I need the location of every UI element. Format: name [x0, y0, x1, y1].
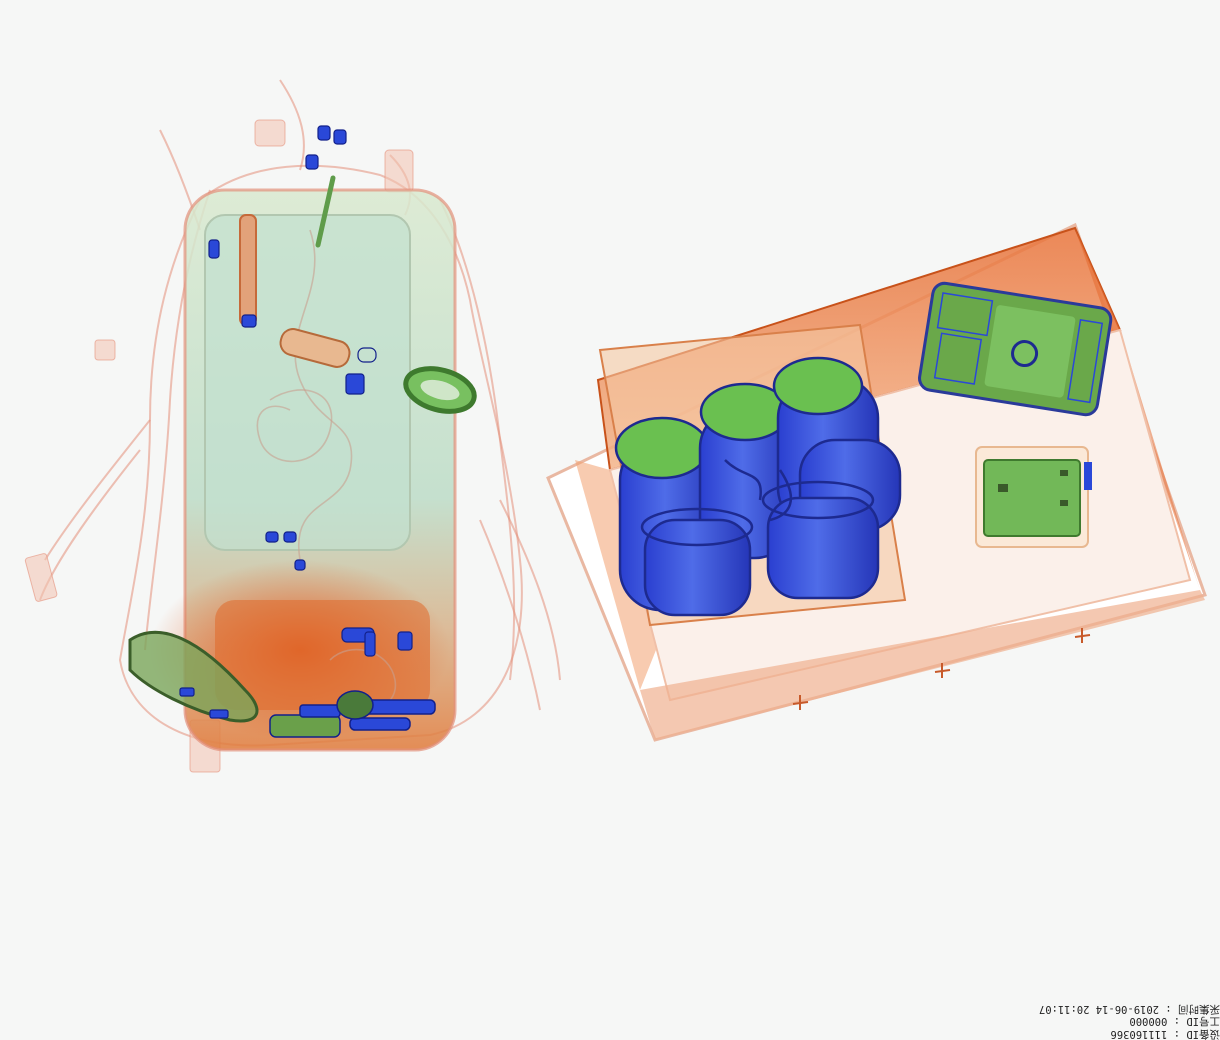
backpack [24, 79, 561, 773]
device-id-value: 111160366 [1110, 1028, 1168, 1040]
backpack-inner-panel [204, 214, 411, 551]
scan-metadata: 设备ID : 111160366 工号ID : 000000 采集时间 : 20… [1010, 1000, 1220, 1040]
backpack-glasses-case [128, 630, 259, 723]
operator-id-label: 工号ID [1186, 1015, 1220, 1028]
backpack-metal-cluster [269, 690, 436, 738]
backpack-cylinder-item [279, 328, 351, 368]
capture-time-label: 采集时间 [1178, 1003, 1220, 1015]
backpack-metal-rod [315, 175, 336, 248]
tray-cans [614, 356, 902, 617]
device-id-label: 设备ID [1186, 1028, 1220, 1040]
backpack-tube [239, 214, 257, 326]
capture-time-line: 采集时间 : 2019-06-14 20:11:07 [1038, 1003, 1220, 1015]
tray-power-bank [975, 446, 1092, 548]
operator-id-line: 工号ID : 000000 [1129, 1015, 1220, 1028]
operator-id-value: 000000 [1129, 1015, 1168, 1028]
can [640, 507, 754, 617]
backpack-small-metal-parts [179, 125, 413, 719]
can [761, 480, 880, 600]
tray-phone [918, 281, 1113, 417]
tray-left-wall [575, 460, 660, 690]
capture-time-value: 2019-06-14 20:11:07 [1038, 1003, 1160, 1015]
tray [546, 222, 1207, 742]
device-id-line: 设备ID : 111160366 [1110, 1028, 1220, 1040]
